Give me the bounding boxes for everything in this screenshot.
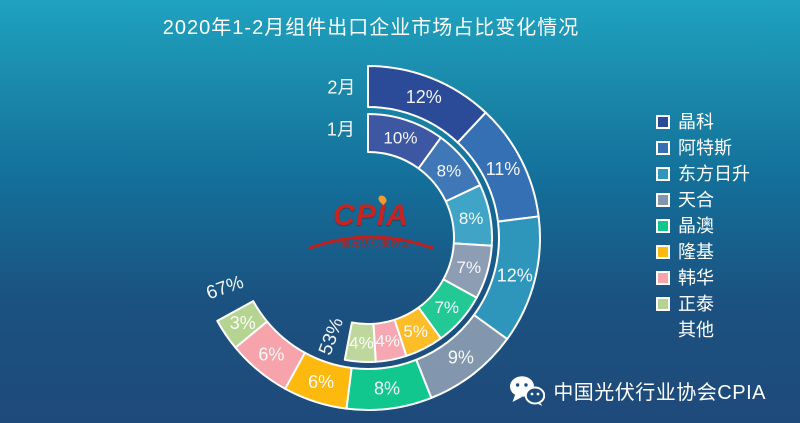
ring-month-label: 1月 [327,119,355,139]
legend-label: 其他 [678,319,714,340]
ring-total-label: 67% [204,272,247,304]
legend-label: 隆基 [678,241,714,262]
legend-item: 其他 [656,320,750,339]
ring-total-label: 53% [315,315,348,358]
legend-item: 韩华 [656,268,750,287]
legend-swatch [656,166,670,181]
segment-value-label: 4% [375,332,400,351]
segment-value-label: 8% [437,162,462,181]
segment-value-label: 6% [258,345,284,365]
legend-swatch [656,140,670,155]
legend-swatch [656,114,670,129]
legend-item: 天合 [656,190,750,209]
legend-item: 隆基 [656,242,750,261]
segment-value-label: 12% [497,266,533,286]
legend-swatch [656,218,670,233]
legend-swatch [656,296,670,311]
segment-value-label: 7% [457,258,482,277]
segment-value-label: 10% [383,129,417,148]
ring-segment-2月-正泰 [216,300,269,349]
legend-swatch [656,270,670,285]
segment-value-label: 12% [406,87,442,107]
ring-segment-1月-正泰 [343,321,377,363]
legend-item: 东方日升 [656,164,750,183]
wechat-icon [510,376,546,406]
legend-label: 阿特斯 [678,137,732,158]
legend-label: 正泰 [678,293,714,314]
legend-label: 天合 [678,189,714,210]
legend-label: 东方日升 [678,163,750,184]
legend-item: 晶澳 [656,216,750,235]
segment-value-label: 5% [403,322,428,341]
ring-month-label: 2月 [327,77,355,97]
segment-value-label: 7% [434,298,459,317]
legend-swatch [656,192,670,207]
segment-value-label: 8% [459,209,484,228]
segment-value-label: 9% [448,348,474,368]
legend-swatch [656,244,670,259]
footer-org-name: 中国光伏行业协会CPIA [553,382,766,404]
footer-branding: 中国光伏行业协会CPIA [509,375,766,406]
legend-label: 韩华 [678,267,714,288]
legend: 晶科 阿特斯 东方日升 天合 晶澳 隆基 韩华 [656,112,750,339]
legend-label: 晶澳 [678,215,714,236]
segment-value-label: 8% [374,378,400,398]
legend-item: 阿特斯 [656,138,750,157]
legend-item: 正泰 [656,294,750,313]
chart-title: 2020年1-2月组件出口企业市场占比变化情况 [162,17,580,39]
legend-label: 晶科 [678,111,714,132]
segment-value-label: 11% [486,159,521,179]
legend-item: 晶科 [656,112,750,131]
segment-value-label: 4% [349,333,374,352]
segment-value-label: 6% [308,372,334,392]
segment-value-label: 3% [230,313,256,333]
